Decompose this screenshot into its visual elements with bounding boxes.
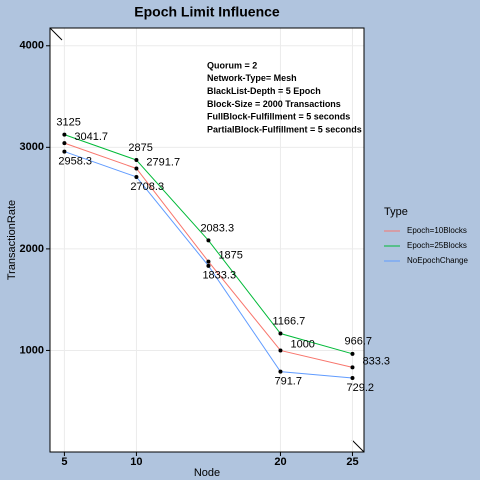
annotation: Network-Type= Mesh	[207, 73, 297, 83]
data-point	[206, 238, 211, 243]
x-tick-label: 5	[61, 456, 67, 468]
data-point	[278, 369, 283, 374]
data-label: 3041.7	[74, 131, 108, 143]
x-tick-label: 20	[274, 456, 286, 468]
data-point	[278, 348, 283, 353]
annotation: FullBlock-Fulfillment = 5 seconds	[207, 112, 350, 122]
x-axis-label: Node	[194, 467, 220, 479]
y-axis-label: TransactionRate	[6, 200, 18, 280]
y-tick-label: 1000	[20, 344, 44, 356]
data-label: 3125	[56, 117, 80, 129]
data-label: 1875	[218, 249, 242, 261]
data-point	[62, 141, 67, 146]
corner-decor	[351, 439, 365, 453]
annotation: PartialBlock-Fulfillment = 5 seconds	[207, 124, 362, 134]
annotation: BlackList-Depth = 5 Epoch	[207, 86, 321, 96]
data-point	[62, 149, 67, 154]
panel-border	[49, 27, 365, 453]
y-tick-label: 2000	[20, 243, 44, 255]
data-label: 2791.7	[146, 156, 180, 168]
data-label: 2708.3	[130, 181, 164, 193]
legend-label: Epoch=25Blocks	[407, 241, 467, 250]
data-label: 1166.7	[272, 315, 305, 327]
x-tick-label: 10	[130, 456, 142, 468]
data-point	[350, 375, 355, 380]
legend-label: NoEpochChange	[407, 256, 468, 265]
data-point	[206, 259, 211, 264]
data-point	[134, 174, 139, 179]
data-point	[134, 166, 139, 171]
data-label: 1833.3	[202, 270, 236, 282]
y-tick-label: 3000	[20, 141, 44, 153]
data-point	[278, 331, 283, 336]
data-point	[350, 351, 355, 356]
legend-title: Type	[384, 206, 408, 218]
legend-label: Epoch=10Blocks	[407, 226, 467, 235]
x-tick-label: 25	[346, 456, 358, 468]
data-label: 2875	[128, 142, 152, 154]
data-label: 966.7	[344, 336, 372, 348]
data-point	[206, 263, 211, 268]
annotation: Quorum = 2	[207, 60, 257, 70]
data-label: 791.7	[274, 376, 302, 388]
y-tick-label: 4000	[20, 40, 44, 52]
data-point	[62, 132, 67, 137]
corner-decor	[49, 27, 63, 41]
data-label: 729.2	[346, 382, 374, 394]
chart-title: Epoch Limit Influence	[134, 4, 280, 20]
data-point	[350, 365, 355, 370]
data-label: 833.3	[362, 355, 390, 367]
annotation: Block-Size = 2000 Transactions	[207, 99, 341, 109]
data-label: 1000	[290, 338, 314, 350]
data-point	[134, 158, 139, 163]
data-label: 2083.3	[200, 222, 234, 234]
data-label: 2958.3	[58, 155, 92, 167]
